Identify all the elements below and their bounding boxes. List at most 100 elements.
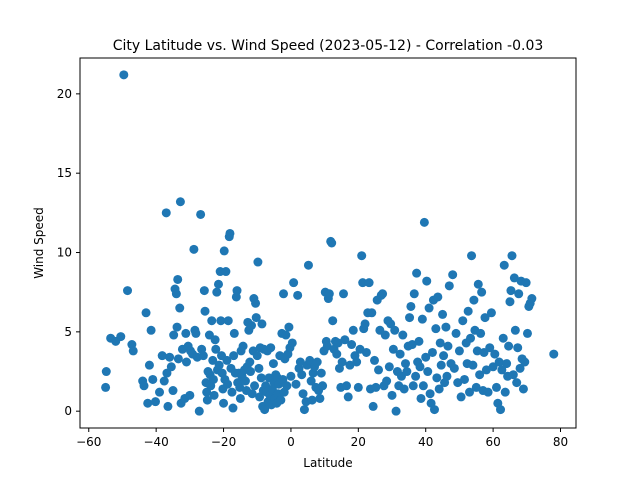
data-point — [101, 382, 111, 392]
data-point — [128, 346, 138, 356]
x-tick-label: 20 — [351, 435, 366, 449]
data-point — [522, 328, 532, 338]
data-point — [250, 381, 260, 391]
data-point — [293, 290, 303, 300]
data-point — [287, 338, 297, 348]
data-point — [322, 341, 332, 351]
data-point — [367, 308, 377, 318]
data-point — [473, 279, 483, 289]
data-point — [303, 260, 313, 270]
data-point — [402, 367, 412, 377]
data-point — [199, 286, 209, 296]
data-point — [284, 322, 294, 332]
data-point — [172, 322, 182, 332]
data-point — [358, 278, 368, 288]
y-tick-label: 0 — [64, 404, 72, 418]
data-point — [505, 297, 515, 307]
data-point — [506, 286, 516, 296]
data-point — [324, 289, 334, 299]
data-point — [315, 393, 325, 403]
data-point — [418, 381, 428, 391]
data-point — [252, 351, 262, 361]
data-point — [316, 368, 326, 378]
data-point — [228, 403, 238, 413]
data-point — [480, 313, 490, 323]
data-point — [395, 349, 405, 359]
data-point — [318, 381, 328, 391]
data-point — [421, 352, 431, 362]
data-point — [459, 374, 469, 384]
data-point — [422, 276, 432, 286]
data-point — [216, 316, 226, 326]
data-point — [253, 257, 263, 267]
data-point — [431, 324, 441, 334]
data-point — [443, 341, 453, 351]
data-point — [342, 381, 352, 391]
data-point — [229, 351, 239, 361]
data-point — [417, 314, 427, 324]
data-point — [306, 376, 316, 386]
data-point — [232, 286, 242, 296]
data-point — [382, 376, 392, 386]
x-axis-label: Latitude — [303, 456, 352, 470]
data-point — [155, 387, 165, 397]
data-point — [181, 328, 191, 338]
data-point — [415, 362, 425, 372]
data-point — [497, 365, 507, 375]
data-point — [227, 387, 237, 397]
data-point — [405, 313, 415, 323]
data-point — [251, 298, 261, 308]
data-point — [286, 371, 296, 381]
data-point — [229, 328, 239, 338]
data-point — [101, 367, 111, 377]
data-point — [209, 390, 219, 400]
data-point — [357, 251, 367, 261]
data-point — [399, 384, 409, 394]
data-point — [225, 228, 235, 238]
data-point — [468, 360, 478, 370]
data-point — [406, 301, 416, 311]
x-tick-label: 40 — [418, 435, 433, 449]
data-point — [191, 328, 201, 338]
data-point — [509, 273, 519, 283]
data-point — [245, 357, 255, 367]
data-point — [260, 405, 270, 415]
data-point — [466, 333, 476, 343]
data-point — [257, 319, 267, 329]
data-point — [289, 278, 299, 288]
data-point — [340, 335, 350, 345]
data-point — [481, 365, 491, 375]
data-point — [368, 401, 378, 411]
data-point — [442, 371, 452, 381]
data-point — [299, 405, 309, 415]
data-point — [307, 395, 317, 405]
data-point — [214, 360, 224, 370]
data-point — [407, 340, 417, 350]
data-point — [328, 316, 338, 326]
data-point — [518, 384, 528, 394]
data-point — [391, 406, 401, 416]
x-axis-ticks: −60 −40 −20 0 20 40 60 80 — [76, 428, 568, 449]
data-point — [305, 355, 315, 365]
data-point — [123, 286, 133, 296]
data-point — [433, 292, 443, 302]
x-tick-label: −20 — [211, 435, 236, 449]
data-point — [327, 238, 337, 248]
data-point — [434, 384, 444, 394]
data-point — [295, 357, 305, 367]
data-point — [387, 390, 397, 400]
data-point — [143, 398, 153, 408]
data-point — [409, 289, 419, 299]
data-point — [211, 344, 221, 354]
data-point — [374, 365, 384, 375]
data-point — [247, 321, 257, 331]
data-point — [549, 349, 559, 359]
data-point — [465, 387, 475, 397]
data-point — [238, 341, 248, 351]
data-point — [469, 295, 479, 305]
data-point — [185, 390, 195, 400]
data-point — [198, 351, 208, 361]
data-point — [268, 359, 278, 369]
data-point — [219, 398, 229, 408]
x-tick-label: 60 — [485, 435, 500, 449]
